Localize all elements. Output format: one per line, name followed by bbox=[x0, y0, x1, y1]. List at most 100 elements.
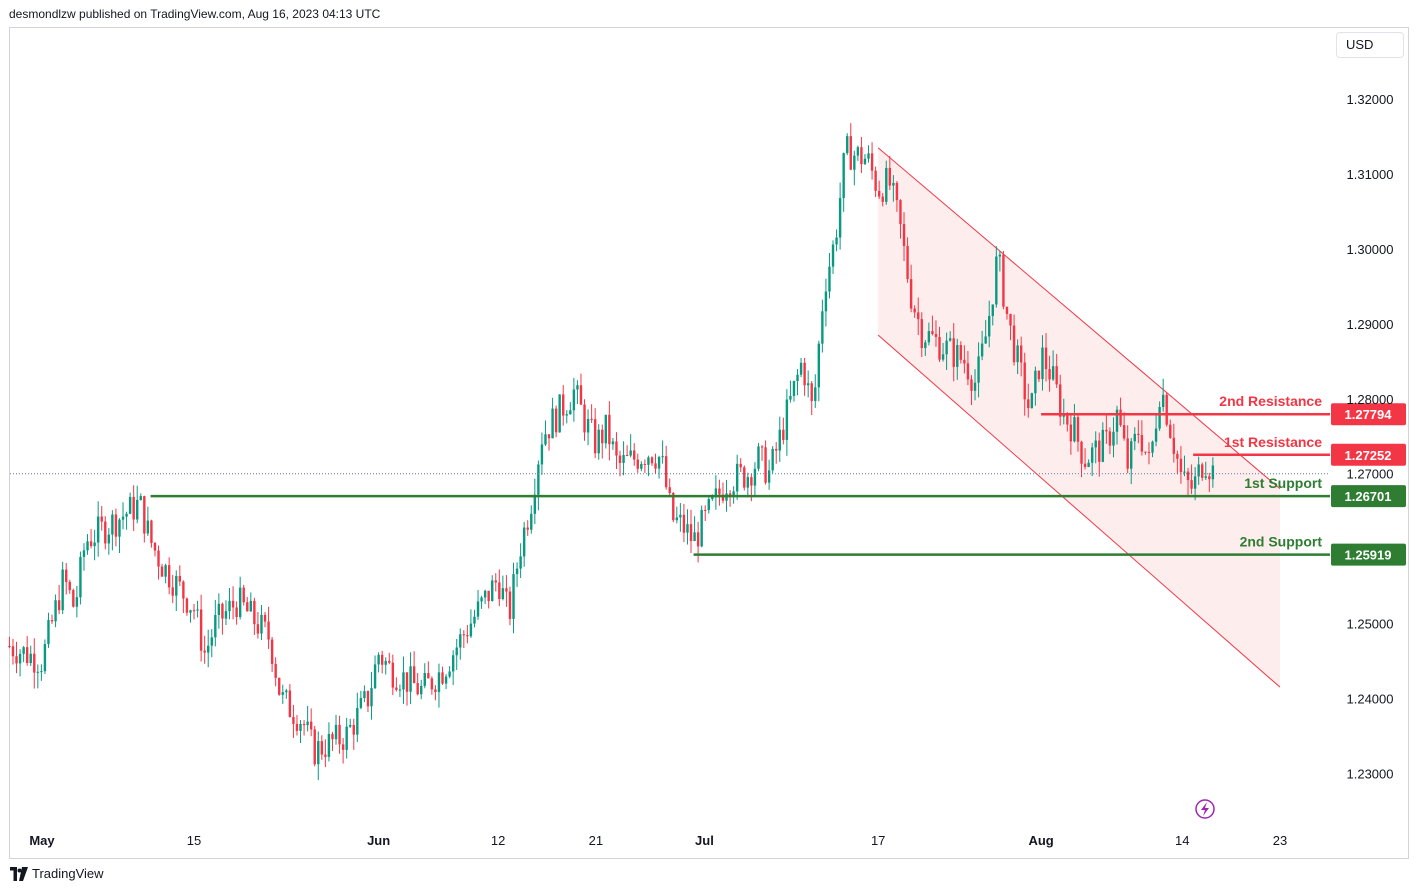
candle-body bbox=[125, 513, 128, 517]
y-tick-label: 1.28000 bbox=[1347, 392, 1394, 407]
candle-body bbox=[1133, 433, 1136, 442]
candle-body bbox=[735, 463, 739, 492]
candle-body bbox=[203, 650, 206, 653]
candle-body bbox=[924, 342, 927, 349]
candle-body bbox=[427, 673, 430, 679]
candle-body bbox=[583, 404, 586, 433]
candle-body bbox=[317, 741, 320, 765]
candle-body bbox=[1147, 452, 1151, 454]
candle-body bbox=[675, 517, 679, 521]
candle-body bbox=[139, 496, 142, 500]
candle-body bbox=[143, 496, 146, 534]
candle-body bbox=[93, 542, 96, 547]
candle-body bbox=[1009, 313, 1012, 326]
candle-body bbox=[963, 359, 966, 364]
candle-body bbox=[718, 488, 721, 495]
candle-body bbox=[480, 597, 483, 602]
candle-body bbox=[1041, 347, 1044, 380]
candle-body bbox=[1055, 366, 1058, 385]
candle-body bbox=[515, 568, 519, 575]
candle-body bbox=[700, 509, 703, 547]
candle-body bbox=[799, 362, 803, 375]
candle-body bbox=[533, 494, 537, 514]
candle-body bbox=[721, 494, 725, 501]
level-badge-0 bbox=[1331, 403, 1406, 426]
level-badge-1 bbox=[1331, 443, 1406, 466]
candle-body bbox=[33, 653, 36, 673]
candle-body bbox=[1005, 306, 1009, 314]
candle-body bbox=[25, 647, 29, 664]
candle-body bbox=[569, 410, 572, 415]
candle-body bbox=[885, 167, 888, 202]
candle-body bbox=[370, 688, 373, 707]
candle-body bbox=[810, 383, 813, 401]
candle-body bbox=[437, 672, 441, 693]
candle-body bbox=[746, 477, 750, 488]
candle-body bbox=[210, 637, 213, 646]
candle-body bbox=[654, 463, 657, 469]
candle-body bbox=[1193, 476, 1197, 489]
candle-body bbox=[150, 520, 153, 544]
candle-body bbox=[696, 532, 700, 547]
candle-body bbox=[1087, 462, 1090, 467]
candle-body bbox=[604, 414, 608, 444]
candle-body bbox=[498, 582, 501, 600]
candle-body bbox=[899, 200, 902, 225]
candle-body bbox=[356, 707, 359, 735]
tradingview-footer[interactable]: TradingView bbox=[10, 866, 104, 881]
lightning-icon[interactable] bbox=[1195, 799, 1215, 819]
candle-body bbox=[842, 153, 845, 199]
candle-body bbox=[650, 457, 654, 464]
candle-body bbox=[175, 575, 178, 596]
candle-body bbox=[537, 464, 540, 495]
candle-body bbox=[892, 182, 895, 186]
y-tick-label: 1.23000 bbox=[1347, 766, 1394, 781]
candle-body bbox=[959, 345, 963, 360]
candle-body bbox=[1179, 458, 1183, 473]
candle-body bbox=[956, 345, 959, 367]
candle-body bbox=[416, 683, 419, 695]
candle-body bbox=[814, 387, 817, 401]
candle-body bbox=[739, 463, 742, 468]
candle-body bbox=[803, 362, 806, 386]
candle-body bbox=[309, 721, 313, 730]
candle-body bbox=[778, 429, 781, 451]
candle-body bbox=[459, 634, 462, 648]
candle-body bbox=[448, 671, 451, 677]
candle-body bbox=[704, 509, 707, 511]
candle-body bbox=[50, 620, 54, 622]
candle-body bbox=[402, 672, 405, 690]
y-tick-label: 1.32000 bbox=[1347, 92, 1394, 107]
candle-body bbox=[352, 724, 355, 735]
candle-body bbox=[366, 691, 370, 707]
candle-body bbox=[948, 338, 952, 341]
candle-body bbox=[185, 598, 189, 613]
level-label-3: 2nd Support bbox=[1240, 534, 1323, 550]
candle-body bbox=[590, 418, 593, 420]
candle-body bbox=[530, 513, 533, 530]
candle-body bbox=[828, 266, 831, 292]
x-tick-label: May bbox=[29, 833, 55, 848]
candle-body bbox=[451, 655, 455, 672]
candle-body bbox=[554, 408, 558, 433]
candle-body bbox=[483, 590, 487, 598]
level-badge-text-1: 1.27252 bbox=[1345, 448, 1392, 463]
candle-body bbox=[327, 733, 331, 757]
candle-body bbox=[1204, 476, 1207, 478]
candle-body bbox=[338, 724, 341, 745]
candles bbox=[8, 123, 1328, 781]
candle-body bbox=[895, 182, 899, 201]
x-tick-label: 17 bbox=[871, 833, 885, 848]
candle-body bbox=[388, 660, 391, 663]
currency-selector[interactable]: USD bbox=[1336, 32, 1404, 58]
y-tick-label: 1.30000 bbox=[1347, 242, 1394, 257]
candle-body bbox=[657, 457, 661, 469]
candle-body bbox=[157, 550, 160, 567]
candle-body bbox=[494, 580, 497, 583]
candle-body bbox=[757, 446, 760, 469]
candle-body bbox=[132, 496, 135, 520]
candle-body bbox=[1048, 369, 1051, 380]
candle-body bbox=[192, 610, 196, 612]
candle-body bbox=[551, 408, 554, 439]
